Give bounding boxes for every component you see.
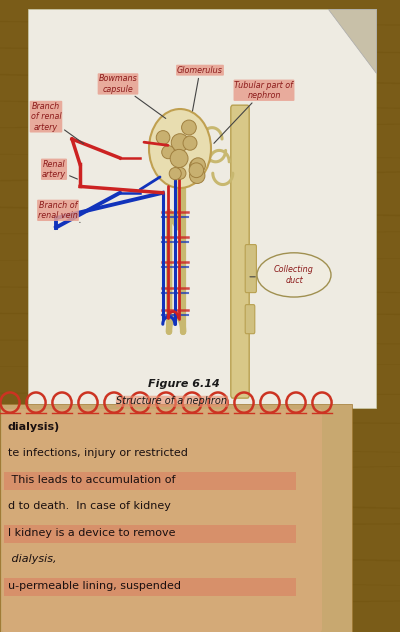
Ellipse shape	[169, 167, 181, 179]
Text: Bowmans
capsule: Bowmans capsule	[99, 74, 166, 118]
Polygon shape	[328, 9, 376, 73]
Text: u-permeable lining, suspended: u-permeable lining, suspended	[8, 581, 181, 591]
Text: Structure of a nephron: Structure of a nephron	[116, 396, 228, 406]
FancyBboxPatch shape	[4, 472, 296, 490]
Ellipse shape	[156, 131, 170, 145]
FancyBboxPatch shape	[4, 578, 296, 596]
FancyBboxPatch shape	[231, 105, 249, 398]
Ellipse shape	[257, 253, 331, 297]
Text: Branch of
renal vein: Branch of renal vein	[38, 200, 80, 222]
Text: Glomerulus: Glomerulus	[177, 66, 223, 111]
Ellipse shape	[189, 163, 204, 178]
FancyBboxPatch shape	[4, 525, 296, 543]
Text: Collecting
duct: Collecting duct	[274, 265, 314, 284]
Ellipse shape	[149, 109, 211, 188]
Ellipse shape	[191, 158, 206, 173]
Text: te infections, injury or restricted: te infections, injury or restricted	[8, 448, 188, 458]
FancyBboxPatch shape	[245, 245, 256, 293]
Ellipse shape	[190, 159, 203, 173]
Text: l kidney is a device to remove: l kidney is a device to remove	[8, 528, 176, 538]
Text: Renal
artery: Renal artery	[42, 159, 78, 179]
FancyBboxPatch shape	[245, 305, 255, 334]
Ellipse shape	[171, 134, 189, 152]
Text: Figure 6.14: Figure 6.14	[148, 379, 220, 389]
Ellipse shape	[183, 136, 197, 150]
Text: d to death.  In case of kidney: d to death. In case of kidney	[8, 501, 171, 511]
Text: Tubular part of
nephron: Tubular part of nephron	[214, 80, 294, 143]
Ellipse shape	[174, 167, 186, 179]
Ellipse shape	[190, 168, 205, 183]
Text: This leads to accumulation of: This leads to accumulation of	[8, 475, 176, 485]
Text: Branch
of renal
artery: Branch of renal artery	[31, 102, 84, 143]
Text: dialysis): dialysis)	[8, 422, 60, 432]
Ellipse shape	[182, 120, 196, 135]
FancyBboxPatch shape	[2, 409, 322, 632]
Text: dialysis,: dialysis,	[8, 554, 56, 564]
Ellipse shape	[170, 149, 188, 167]
FancyBboxPatch shape	[28, 9, 376, 408]
Ellipse shape	[162, 145, 175, 159]
FancyBboxPatch shape	[0, 404, 352, 632]
